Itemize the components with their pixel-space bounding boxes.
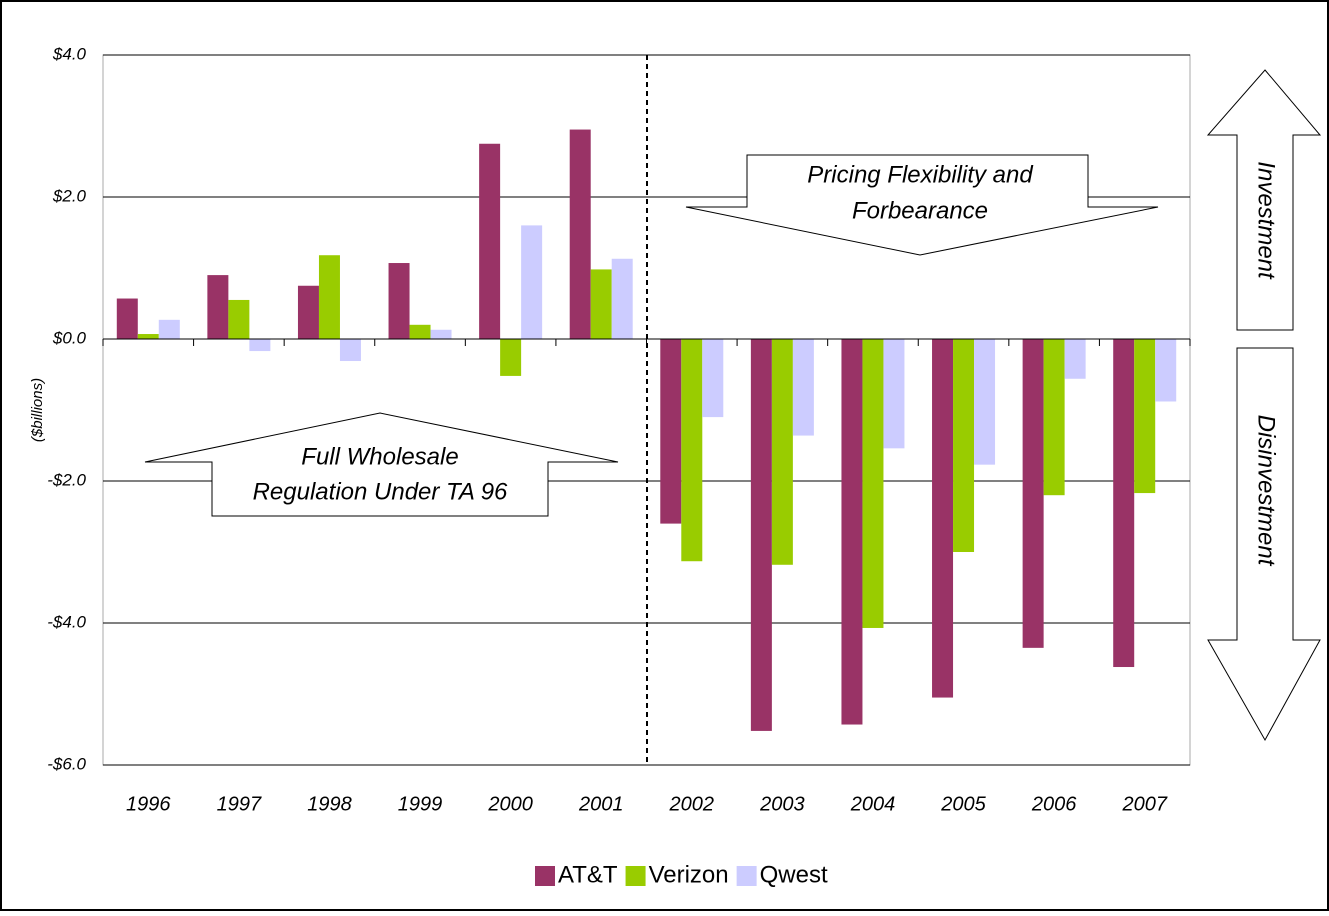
x-tick-label: 1997 — [217, 793, 262, 815]
bar — [883, 339, 905, 449]
y-tick-label: $2.0 — [52, 186, 87, 205]
annotation: Forbearance — [852, 197, 988, 224]
bar — [297, 285, 319, 339]
bar — [228, 299, 250, 339]
side-label: Disinvestment — [1253, 415, 1280, 567]
y-tick-label: $0.0 — [52, 328, 87, 347]
y-tick-label: -$4.0 — [47, 612, 86, 631]
legend-swatch — [736, 866, 757, 886]
bar — [702, 339, 724, 418]
y-tick-label: -$2.0 — [47, 470, 86, 489]
annotation: Pricing Flexibility and — [807, 161, 1033, 188]
annotation: Full Wholesale — [301, 443, 458, 470]
bar — [339, 339, 361, 362]
bar — [681, 339, 703, 562]
legend-swatch — [625, 866, 646, 886]
bar — [137, 334, 159, 339]
bar — [660, 339, 682, 524]
bar — [569, 129, 591, 339]
bar — [521, 225, 543, 339]
bar — [1043, 339, 1065, 496]
legend-label: Qwest — [760, 861, 828, 888]
bar — [932, 339, 954, 698]
bar — [953, 339, 975, 552]
bar — [974, 339, 996, 465]
bar — [207, 275, 229, 339]
bar — [409, 324, 431, 339]
bar — [792, 339, 814, 436]
x-tick-label: 2005 — [940, 793, 986, 815]
bar — [1155, 339, 1177, 402]
bar — [862, 339, 884, 628]
callout-arrow — [144, 412, 619, 517]
side-arrow — [1207, 347, 1321, 742]
x-tick-label: 2003 — [759, 793, 805, 815]
side-label: Investment — [1253, 161, 1280, 280]
bar — [479, 143, 501, 339]
x-tick-label: 2006 — [1031, 793, 1077, 815]
bar — [1022, 339, 1044, 648]
bar — [750, 339, 772, 731]
side-arrow — [1206, 69, 1322, 331]
bar — [249, 339, 271, 352]
x-tick-label: 1999 — [398, 793, 443, 815]
y-axis-label: ($billions) — [29, 378, 46, 442]
y-tick-label: $4.0 — [52, 44, 87, 63]
bar — [1113, 339, 1135, 668]
bar — [500, 339, 522, 376]
legend-swatch — [535, 866, 555, 886]
bar — [611, 258, 633, 339]
bar — [116, 298, 138, 339]
x-tick-label: 1996 — [126, 793, 171, 815]
x-tick-label: 2002 — [669, 793, 715, 815]
x-tick-label: 2004 — [850, 793, 896, 815]
bar — [388, 263, 410, 339]
bar — [771, 339, 793, 565]
x-tick-label: 2007 — [1121, 793, 1167, 815]
annotation: Regulation Under TA 96 — [253, 478, 508, 505]
legend-label: AT&T — [558, 861, 618, 888]
callout-arrow — [685, 154, 1159, 256]
legend-label: Verizon — [649, 861, 729, 888]
bar — [841, 339, 863, 725]
bar — [590, 269, 612, 339]
bar — [1134, 339, 1156, 494]
x-tick-label: 1998 — [307, 793, 352, 815]
bar — [430, 329, 452, 339]
bar — [1064, 339, 1086, 379]
x-tick-label: 2001 — [578, 793, 624, 815]
y-tick-label: -$6.0 — [47, 754, 86, 773]
x-tick-label: 2000 — [487, 793, 533, 815]
bar — [158, 319, 180, 339]
bar — [318, 255, 340, 339]
